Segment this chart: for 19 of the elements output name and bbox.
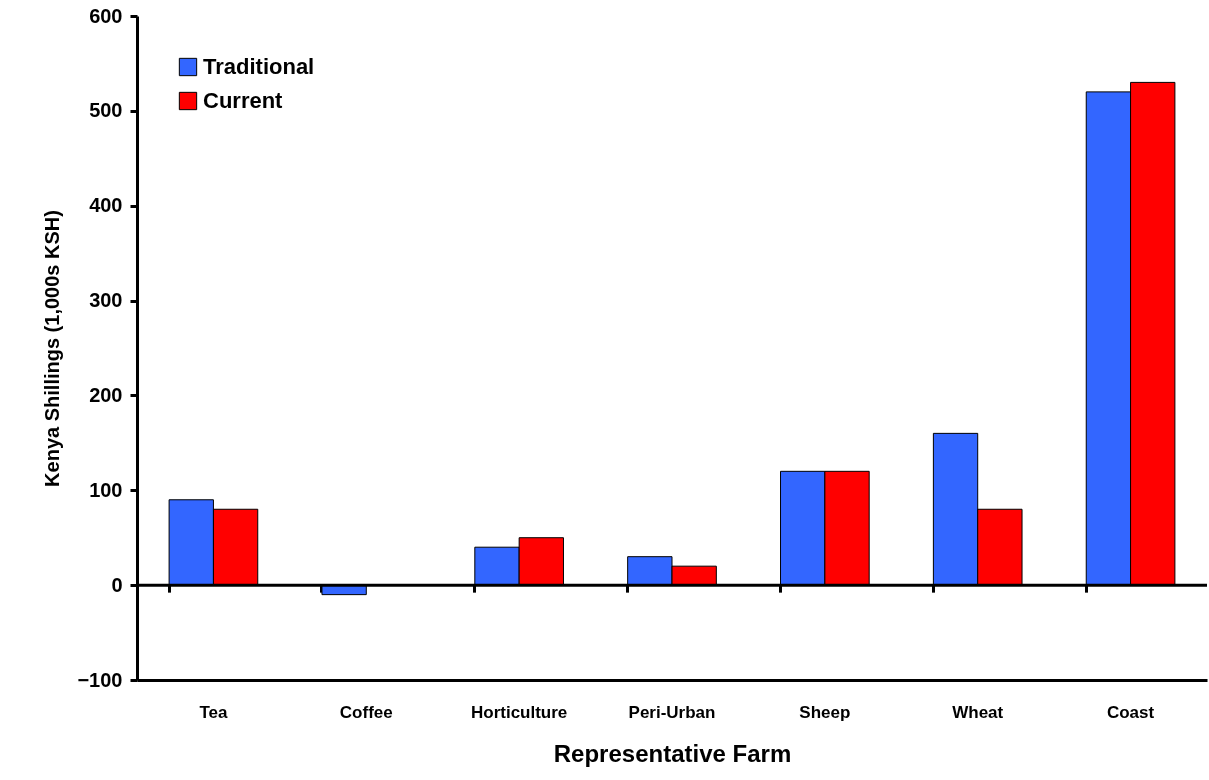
x-tick-label: Horticulture <box>470 702 568 722</box>
legend-label: Traditional <box>203 54 315 79</box>
y-axis-title: Kenya Shillings (1,000s KSH) <box>41 210 64 487</box>
y-tick-label: 0 <box>111 573 123 596</box>
y-tick-label: 200 <box>89 383 123 406</box>
x-tick-label: Coffee <box>339 702 393 722</box>
x-tick-label: Wheat <box>952 702 1004 722</box>
x-tick-label: Coast <box>1106 702 1155 722</box>
y-tick-label: 300 <box>89 289 123 312</box>
x-tick-label: Peri-Urban <box>628 702 716 722</box>
x-tick-label: Tea <box>199 702 228 722</box>
x-axis-title: Representative Farm <box>553 739 792 767</box>
y-tick-label: 400 <box>89 194 123 217</box>
y-tick-label: −100 <box>77 668 123 691</box>
legend-label: Current <box>203 88 284 113</box>
y-tick-label: 100 <box>89 478 123 501</box>
y-tick-label: 600 <box>89 4 123 27</box>
y-tick-label: 500 <box>89 99 123 122</box>
x-tick-label: Sheep <box>799 702 851 722</box>
